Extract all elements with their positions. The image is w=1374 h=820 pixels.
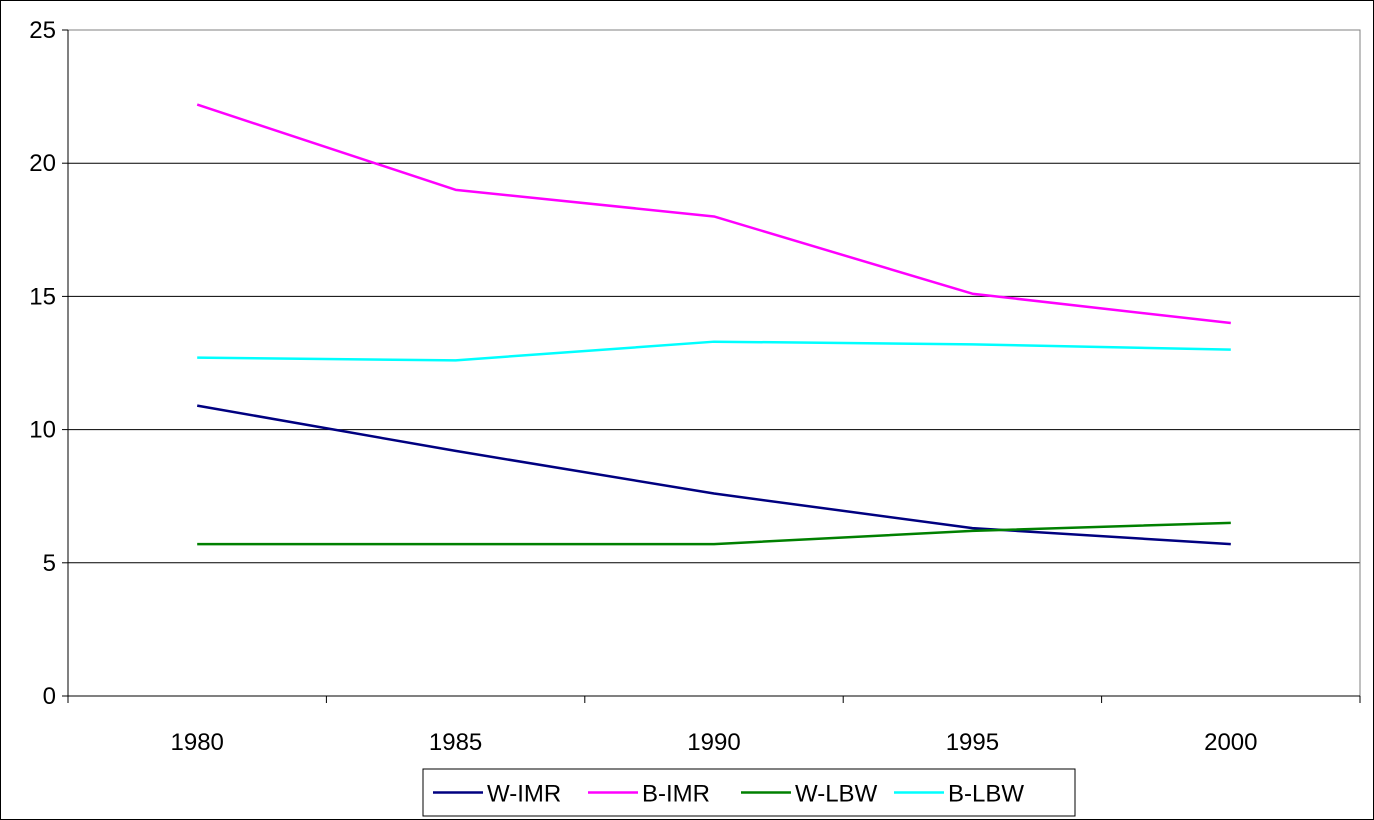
x-tick-label: 1980: [171, 729, 224, 756]
x-tick-label: 2000: [1204, 729, 1257, 756]
x-axis: 1980 1985 1990 1995 2000: [67, 696, 1361, 756]
legend-label-w-imr: W-IMR: [487, 781, 561, 808]
legend-label-b-imr: B-IMR: [642, 781, 710, 808]
y-tick-label: 15: [29, 283, 56, 310]
y-tick-label: 0: [43, 683, 56, 710]
series-line-w-imr: [196, 404, 1231, 546]
x-tick-label: 1995: [946, 729, 999, 756]
series-line-b-imr: [196, 103, 1231, 325]
legend: W-IMR B-IMR W-LBW B-LBW: [422, 768, 1076, 817]
y-tick-label: 25: [29, 17, 56, 44]
x-tick-label: 1990: [687, 729, 740, 756]
plot-area: [67, 29, 1361, 697]
y-axis: 0 5 10 15 20 25: [29, 17, 68, 710]
legend-label-w-lbw: W-LBW: [795, 781, 878, 808]
y-tick-label: 10: [29, 417, 56, 444]
series-line-w-lbw: [197, 521, 1231, 546]
y-tick-label: 5: [43, 550, 56, 577]
gridlines: [68, 162, 1360, 564]
series-line-b-lbw: [197, 340, 1231, 362]
x-tick-label: 1985: [429, 729, 482, 756]
series-lines: [196, 103, 1231, 546]
legend-label-b-lbw: B-LBW: [948, 781, 1024, 808]
axes: [67, 30, 1360, 697]
y-tick-label: 20: [29, 150, 56, 177]
